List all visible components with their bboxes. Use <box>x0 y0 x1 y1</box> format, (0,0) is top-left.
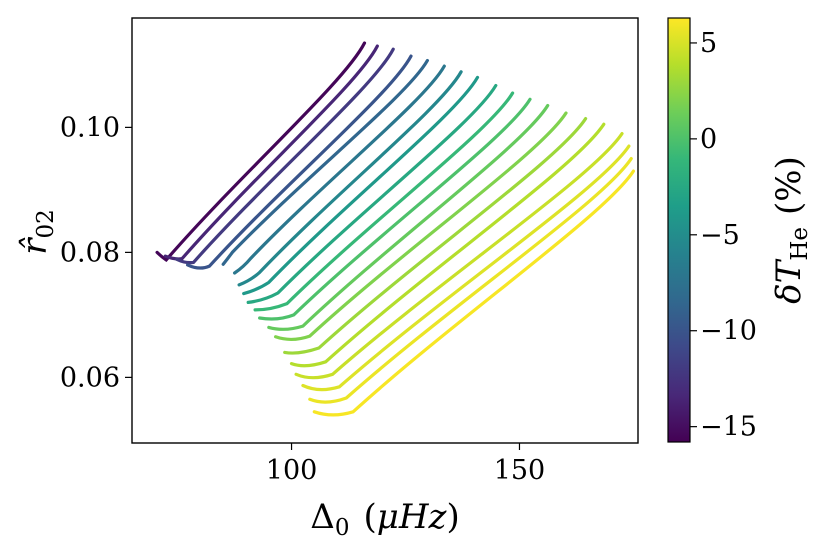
x-axis-label-symbol: Δ <box>310 497 335 537</box>
series-line-11 <box>258 97 532 321</box>
colorbar-label-sub: He <box>787 227 813 261</box>
y-axis-label-sub: 02 <box>33 209 59 238</box>
colorbar-tick-label: 5 <box>700 28 717 59</box>
y-axis-label: r̂02 <box>15 209 59 255</box>
x-axis-ticks: 100 150 <box>266 443 545 486</box>
y-tick-label: 0.06 <box>60 362 120 393</box>
colorbar-tick-label: −5 <box>700 220 740 251</box>
series-line-7 <box>237 70 463 287</box>
x-axis-label-close: ) <box>446 497 459 537</box>
series-line-13 <box>274 111 568 342</box>
series-line-8 <box>242 75 480 296</box>
series-line-14 <box>283 117 588 355</box>
series-layer <box>155 41 635 417</box>
series-line-19 <box>312 169 635 417</box>
colorbar-label-unit: (%) <box>769 156 809 215</box>
x-axis-label: Δ0 (μHz) <box>310 497 459 541</box>
x-tick-label: 100 <box>266 455 318 486</box>
series-line-9 <box>246 83 498 304</box>
x-tick-label: 150 <box>494 455 546 486</box>
colorbar-tick-label: −15 <box>700 412 757 443</box>
x-axis-label-open: ( <box>364 497 377 537</box>
colorbar-label-symbol: δT <box>769 258 809 303</box>
y-axis-ticks: 0.06 0.08 0.10 <box>60 112 132 393</box>
colorbar-ticks: 5 0 −5 −10 −15 <box>690 28 757 443</box>
colorbar <box>667 17 691 443</box>
series-line-3 <box>175 47 395 265</box>
series-line-4 <box>186 54 413 270</box>
series-line-15 <box>289 122 606 368</box>
y-axis-label-symbol: r̂ <box>15 237 55 255</box>
series-line-1 <box>155 41 367 263</box>
series-line-18 <box>308 157 633 404</box>
x-axis-label-sub: 0 <box>335 515 350 541</box>
x-axis-label-unit: μHz <box>377 497 448 537</box>
plot-frame <box>131 17 639 444</box>
series-line-10 <box>253 91 515 312</box>
series-line-17 <box>301 144 631 392</box>
series-line-12 <box>267 103 550 331</box>
series-line-6 <box>233 64 446 275</box>
series-line-2 <box>163 44 379 261</box>
colorbar-tick-label: −10 <box>700 316 757 347</box>
series-line-16 <box>294 132 624 380</box>
colorbar-label: δTHe (%) <box>769 156 813 304</box>
colorbar-tick-label: 0 <box>700 124 717 155</box>
y-tick-label: 0.08 <box>60 237 120 268</box>
y-tick-label: 0.10 <box>60 112 120 143</box>
series-line-5 <box>221 58 429 266</box>
